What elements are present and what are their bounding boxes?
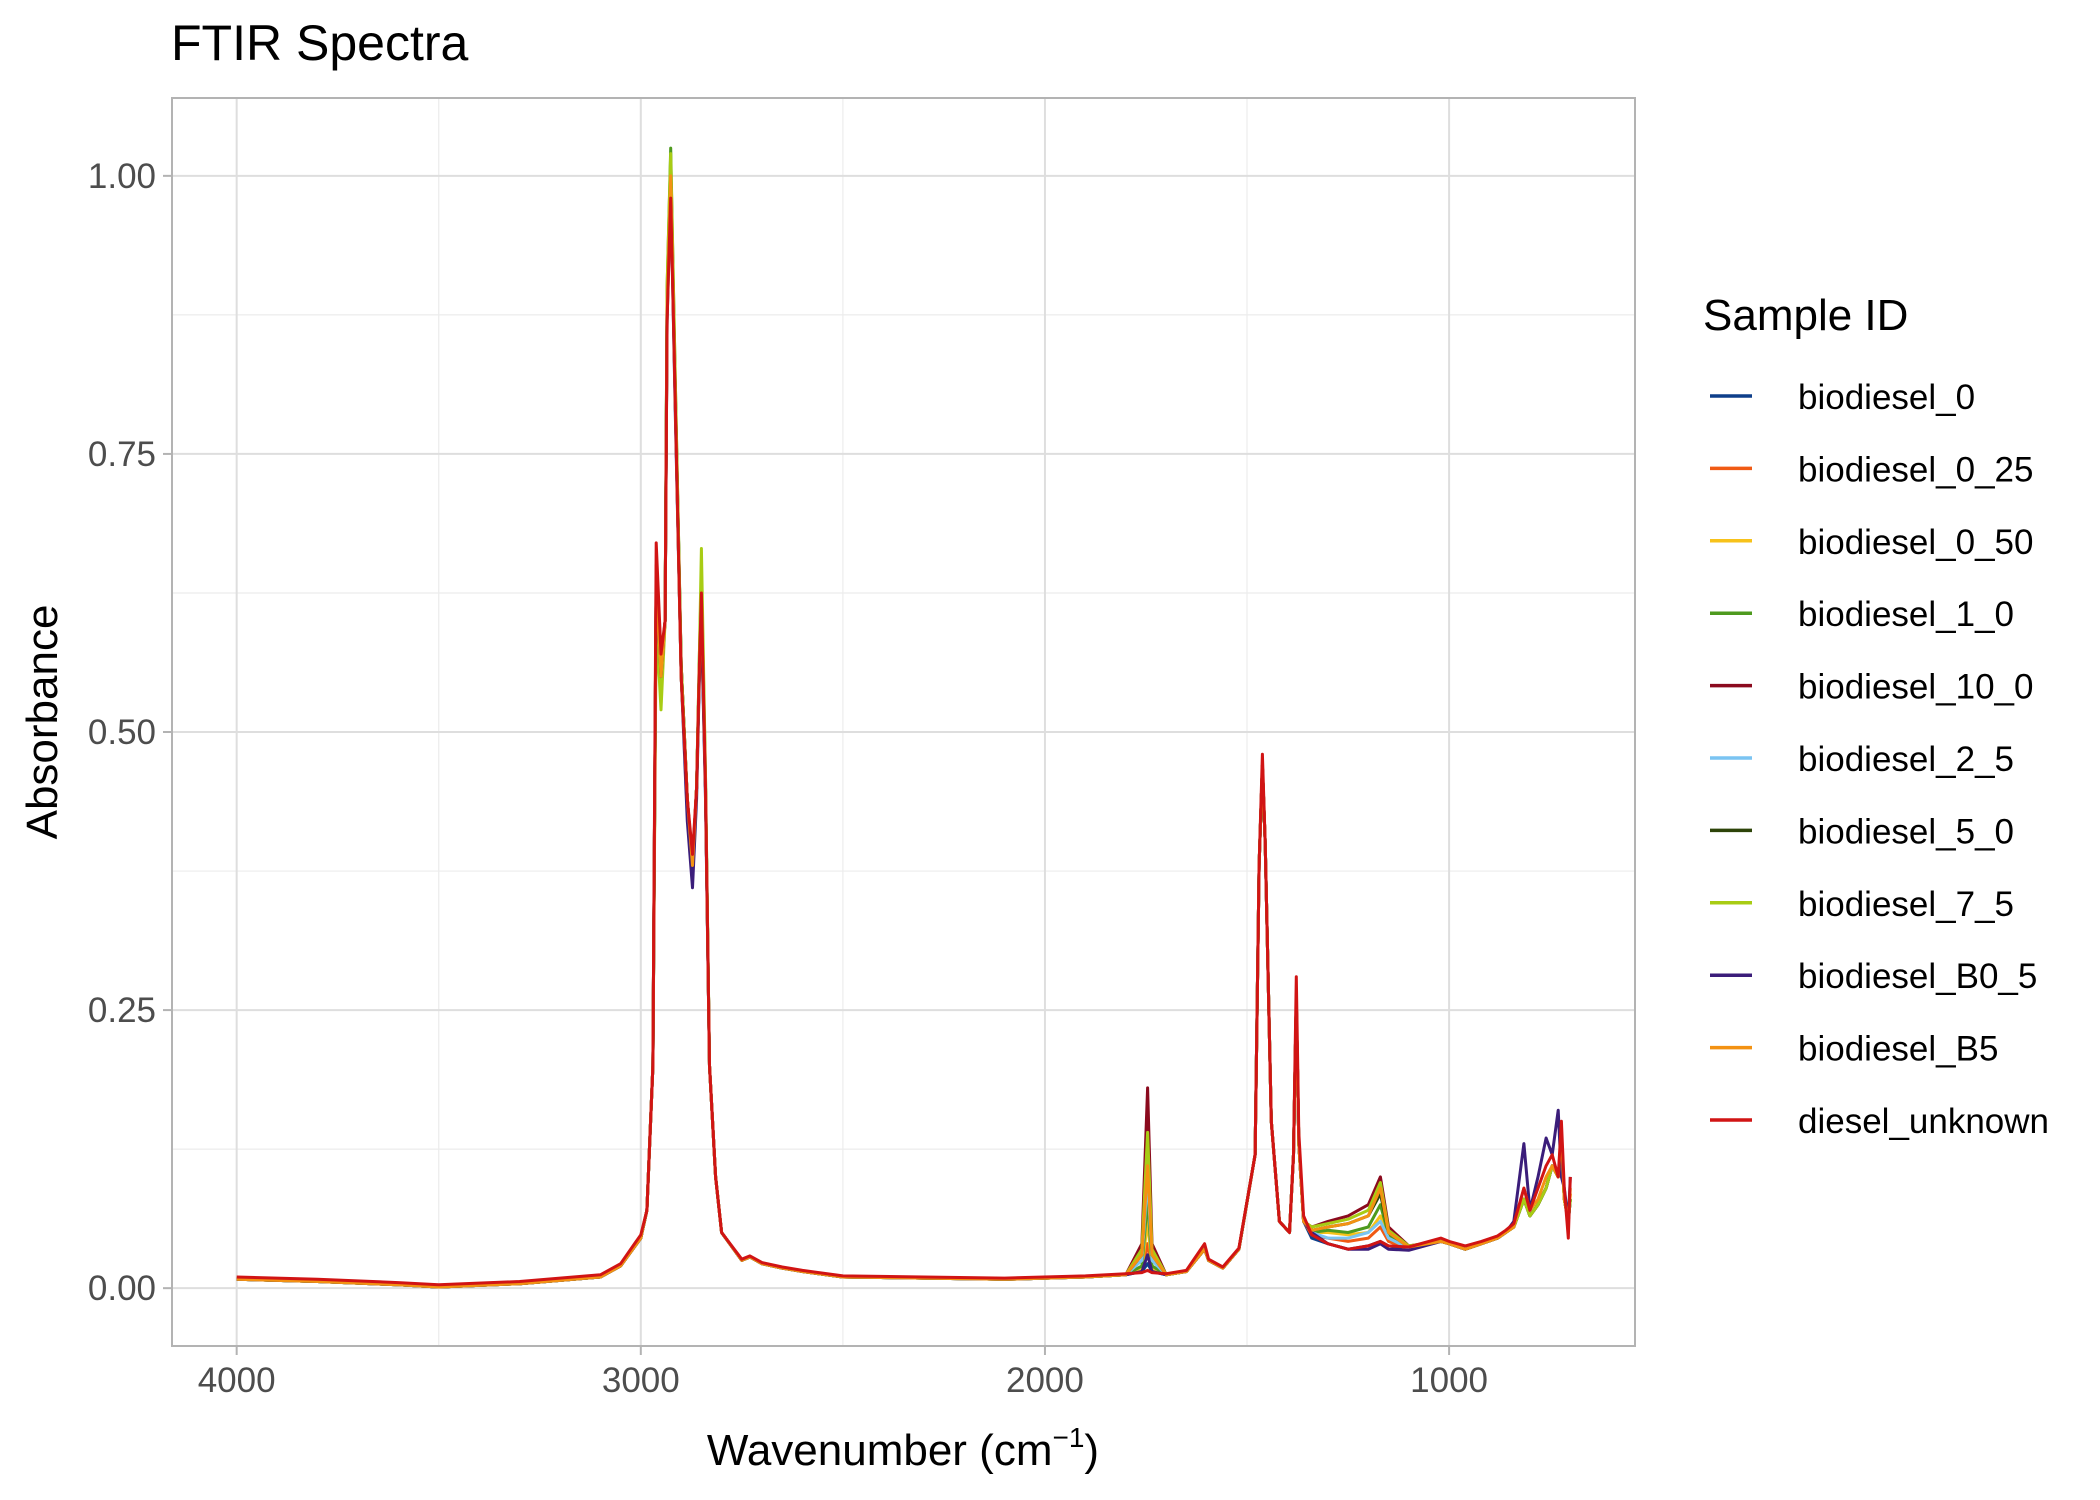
x-axis-title: Wavenumber (cm−1) [707, 1422, 1099, 1475]
grid-lines [172, 98, 1635, 1346]
y-tick-label: 0.25 [88, 991, 156, 1030]
x-axis: 4000 3000 2000 1000 [198, 1346, 1488, 1400]
legend-label-biodiesel_7_5: biodiesel_7_5 [1798, 885, 2014, 924]
x-tick-label: 1000 [1410, 1361, 1488, 1400]
legend-title: Sample ID [1703, 291, 1908, 340]
y-tick-label: 0.75 [88, 435, 156, 474]
legend-label-biodiesel_2_5: biodiesel_2_5 [1798, 740, 2014, 779]
legend-label-biodiesel_1_0: biodiesel_1_0 [1798, 595, 2014, 634]
legend-label-biodiesel_0_25: biodiesel_0_25 [1798, 450, 2033, 489]
legend-label-biodiesel_5_0: biodiesel_5_0 [1798, 812, 2014, 851]
legend-label-biodiesel_B0_5: biodiesel_B0_5 [1798, 957, 2037, 996]
legend-label-diesel_unknown: diesel_unknown [1798, 1102, 2049, 1141]
y-tick-label: 0.50 [88, 713, 156, 752]
data-series [236, 146, 1572, 1289]
chart-title: FTIR Spectra [171, 15, 468, 71]
y-tick-label: 0.00 [88, 1269, 156, 1308]
x-tick-label: 2000 [1006, 1361, 1084, 1400]
y-axis: 0.00 0.25 0.50 0.75 1.00 [88, 157, 172, 1308]
x-axis-title-close: ) [1084, 1426, 1099, 1475]
legend: Sample ID biodiesel_0 biodiesel_0_25biodi… [1703, 291, 2049, 1141]
series-line-diesel_unknown [236, 196, 1572, 1287]
x-tick-label: 4000 [198, 1361, 276, 1400]
x-axis-title-superscript: −1 [1052, 1422, 1084, 1453]
y-axis-title: Absorbance [18, 605, 67, 840]
x-axis-title-main: Wavenumber (cm [707, 1426, 1053, 1475]
legend-label-biodiesel_0: biodiesel_0 [1798, 378, 1975, 417]
legend-label-biodiesel_10_0: biodiesel_10_0 [1798, 668, 2033, 707]
plot-panel-border [171, 97, 1636, 1347]
x-tick-label: 3000 [602, 1361, 680, 1400]
y-tick-label: 1.00 [88, 157, 156, 196]
legend-label-biodiesel_B5: biodiesel_B5 [1798, 1030, 1998, 1069]
legend-label-biodiesel_0_50: biodiesel_0_50 [1798, 523, 2033, 562]
